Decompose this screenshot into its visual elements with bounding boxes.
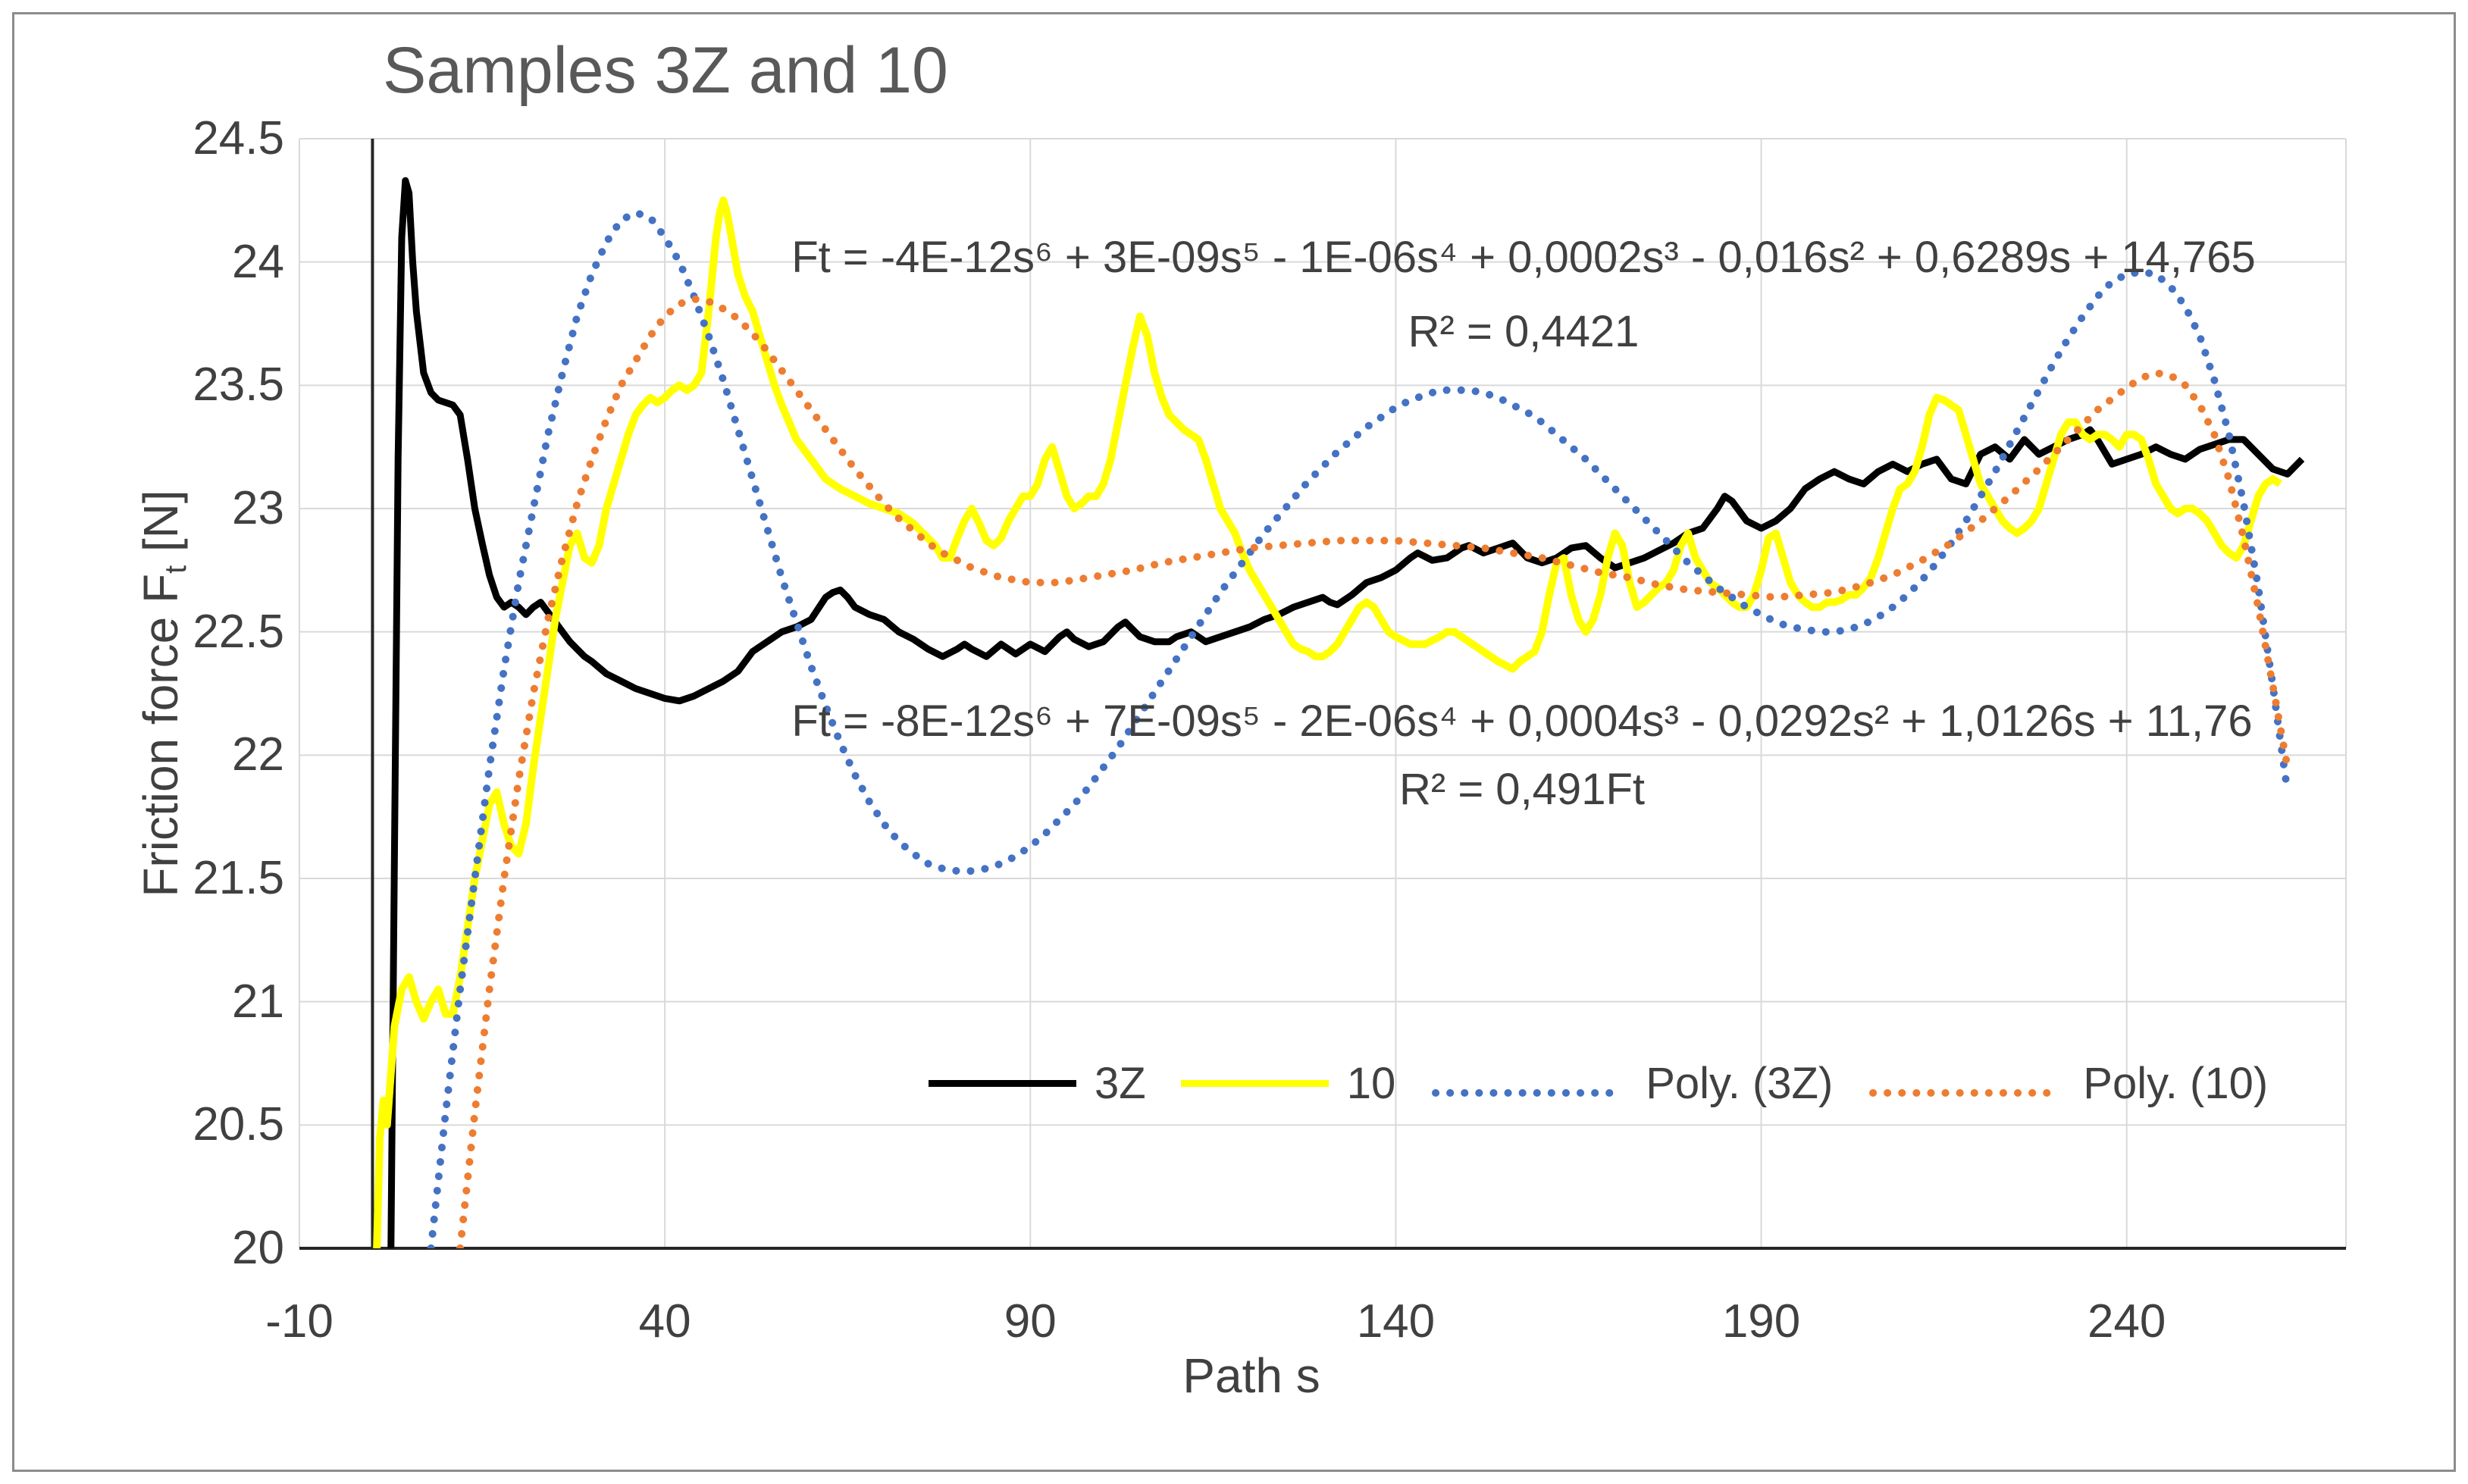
y-tick-label: 21.5 <box>193 852 284 904</box>
legend-item-poly-3z[interactable]: Poly. (3Z) <box>1430 1058 1833 1109</box>
y-tick-label: 23.5 <box>193 358 284 412</box>
legend-item-10[interactable]: 10 <box>1180 1058 1396 1109</box>
legend-swatch-10 <box>1180 1080 1329 1087</box>
trendline-equation-10: Ft = -8E-12s⁶ + 7E-09s⁵ - 2E-06s⁴ + 0,00… <box>791 697 2253 746</box>
y-tick-label: 20 <box>232 1222 284 1274</box>
y-axis-title: Friction force Ft [N] <box>133 490 193 897</box>
trendline-r-squared-3z: R² = 0,4421 <box>1408 307 1640 356</box>
legend[interactable]: 3Z 10 Poly. (3Z) Poly. (10) <box>929 1058 2268 1109</box>
x-tick-label: 140 <box>1356 1295 1436 1348</box>
legend-swatch-poly-10 <box>1868 1058 2065 1109</box>
trendline-equation-3z: Ft = -4E-12s⁶ + 3E-09s⁵ - 1E-06s⁴ + 0,00… <box>791 233 2256 282</box>
legend-item-poly-10[interactable]: Poly. (10) <box>1868 1058 2268 1109</box>
legend-label-poly-10: Poly. (10) <box>2083 1059 2269 1108</box>
x-tick-label: 190 <box>1721 1295 1801 1348</box>
series-10-line[interactable] <box>373 196 2283 1273</box>
y-tick-label: 23 <box>232 482 284 534</box>
series-poly-3z-line[interactable] <box>427 208 2291 1248</box>
y-tick-label: 24.5 <box>193 112 284 164</box>
y-tick-label: 22.5 <box>193 605 284 658</box>
series-poly-10-line[interactable] <box>456 295 2291 1249</box>
legend-label-10: 10 <box>1346 1059 1396 1108</box>
chart-title: Samples 3Z and 10 <box>383 34 948 107</box>
y-tick-label: 22 <box>232 728 284 781</box>
x-tick-label: 40 <box>638 1295 691 1348</box>
legend-swatch-3z <box>929 1080 1076 1087</box>
x-tick-label: 240 <box>2087 1295 2166 1348</box>
legend-swatch-poly-3z <box>1430 1058 1627 1109</box>
x-axis-title: Path s <box>1182 1348 1320 1403</box>
y-tick-label: 21 <box>232 975 284 1028</box>
legend-item-3z[interactable]: 3Z <box>929 1058 1146 1109</box>
y-tick-label: 20.5 <box>193 1098 284 1151</box>
y-axis-title-subscript: t <box>159 565 193 574</box>
legend-label-poly-3z: Poly. (3Z) <box>1646 1059 1834 1108</box>
legend-label-3z: 3Z <box>1095 1059 1146 1108</box>
chart-border <box>12 12 2456 1472</box>
trendline-r-squared-10: R² = 0,491Ft <box>1399 765 1645 814</box>
x-tick-label: 90 <box>1004 1295 1057 1348</box>
x-tick-label: -10 <box>265 1295 334 1348</box>
y-tick-label: 24 <box>232 235 284 288</box>
